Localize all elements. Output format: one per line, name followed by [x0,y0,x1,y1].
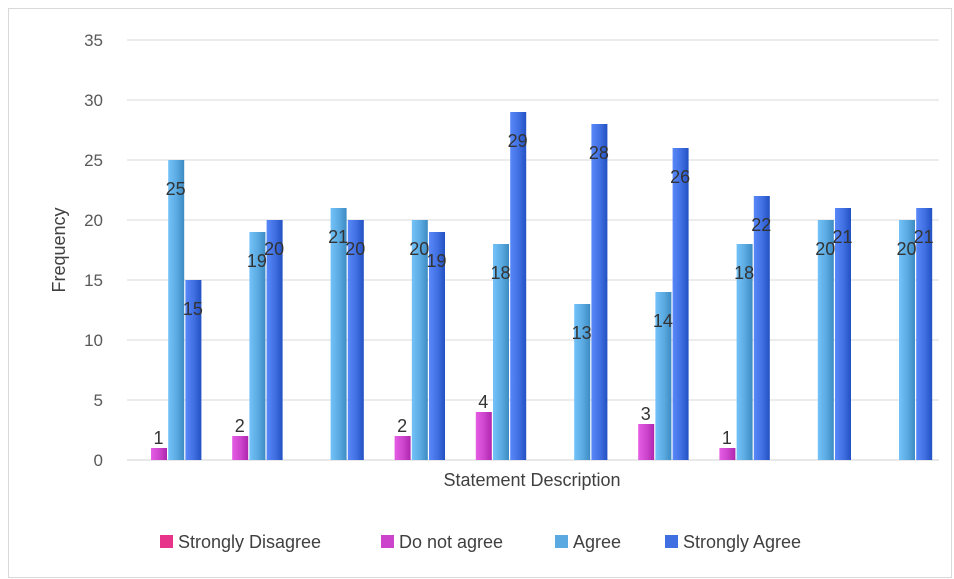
y-tick-label: 25 [84,151,103,170]
x-axis-title: Statement Description [443,470,620,490]
legend-swatch [555,535,568,548]
data-label: 14 [653,311,673,331]
bar [475,412,492,460]
data-label: 20 [896,239,916,259]
data-label: 20 [264,239,284,259]
data-label: 25 [166,179,186,199]
bar [638,424,655,460]
y-axis-title: Frequency [49,207,69,292]
bar [510,112,527,460]
data-label: 1 [722,428,732,448]
data-label: 21 [914,227,934,247]
data-label: 18 [734,263,754,283]
data-label: 13 [572,323,592,343]
bar [185,280,202,460]
bar [753,196,770,460]
legend-label: Do not agree [399,532,503,552]
legend-label: Strongly Agree [683,532,801,552]
bar [835,208,851,460]
y-tick-label: 30 [84,91,103,110]
bar [817,220,834,460]
y-tick-label: 35 [84,31,103,50]
bar [394,436,411,460]
bar [672,148,689,460]
y-tick-label: 0 [94,451,103,470]
bar [429,232,445,460]
bar [591,124,608,460]
data-label: 20 [409,239,429,259]
data-label: 28 [589,143,609,163]
bar [168,160,185,460]
bar [249,232,266,460]
bars [151,112,933,460]
data-label: 4 [478,392,488,412]
bar [916,208,933,460]
legend-swatch [381,535,394,548]
legend-swatch [160,535,173,548]
data-label: 19 [247,251,267,271]
legend: Strongly Disagree Do not agree Agree Strong… [160,532,801,552]
bar [330,208,347,460]
legend-swatch [665,535,678,548]
data-label: 26 [670,167,690,187]
bar [232,436,249,460]
bar [347,220,364,460]
bar [574,304,591,460]
legend-label: Agree [573,532,621,552]
bar [493,244,509,460]
bar [736,244,753,460]
data-label: 20 [815,239,835,259]
bar [655,292,672,460]
y-tick-label: 20 [84,211,103,230]
data-label: 2 [397,416,407,436]
data-label: 18 [490,263,510,283]
y-tick-label: 5 [94,391,103,410]
bar [151,448,167,460]
data-labels: 1251521920212022019418291328314261182220… [153,131,933,448]
bar [411,220,428,460]
y-axis-ticks: 0 5 10 15 20 25 30 35 [84,31,103,470]
y-tick-label: 10 [84,331,103,350]
chart-frame [8,8,952,578]
data-label: 21 [328,227,348,247]
data-label: 21 [832,227,852,247]
bar [266,220,283,460]
data-label: 19 [426,251,446,271]
data-label: 1 [153,428,163,448]
bar [899,220,915,460]
y-tick-label: 15 [84,271,103,290]
data-label: 20 [345,239,365,259]
data-label: 15 [183,299,203,319]
data-label: 3 [641,404,651,424]
data-label: 22 [751,215,771,235]
data-label: 29 [508,131,528,151]
legend-label: Strongly Disagree [178,532,321,552]
data-label: 2 [235,416,245,436]
bar [719,448,736,460]
